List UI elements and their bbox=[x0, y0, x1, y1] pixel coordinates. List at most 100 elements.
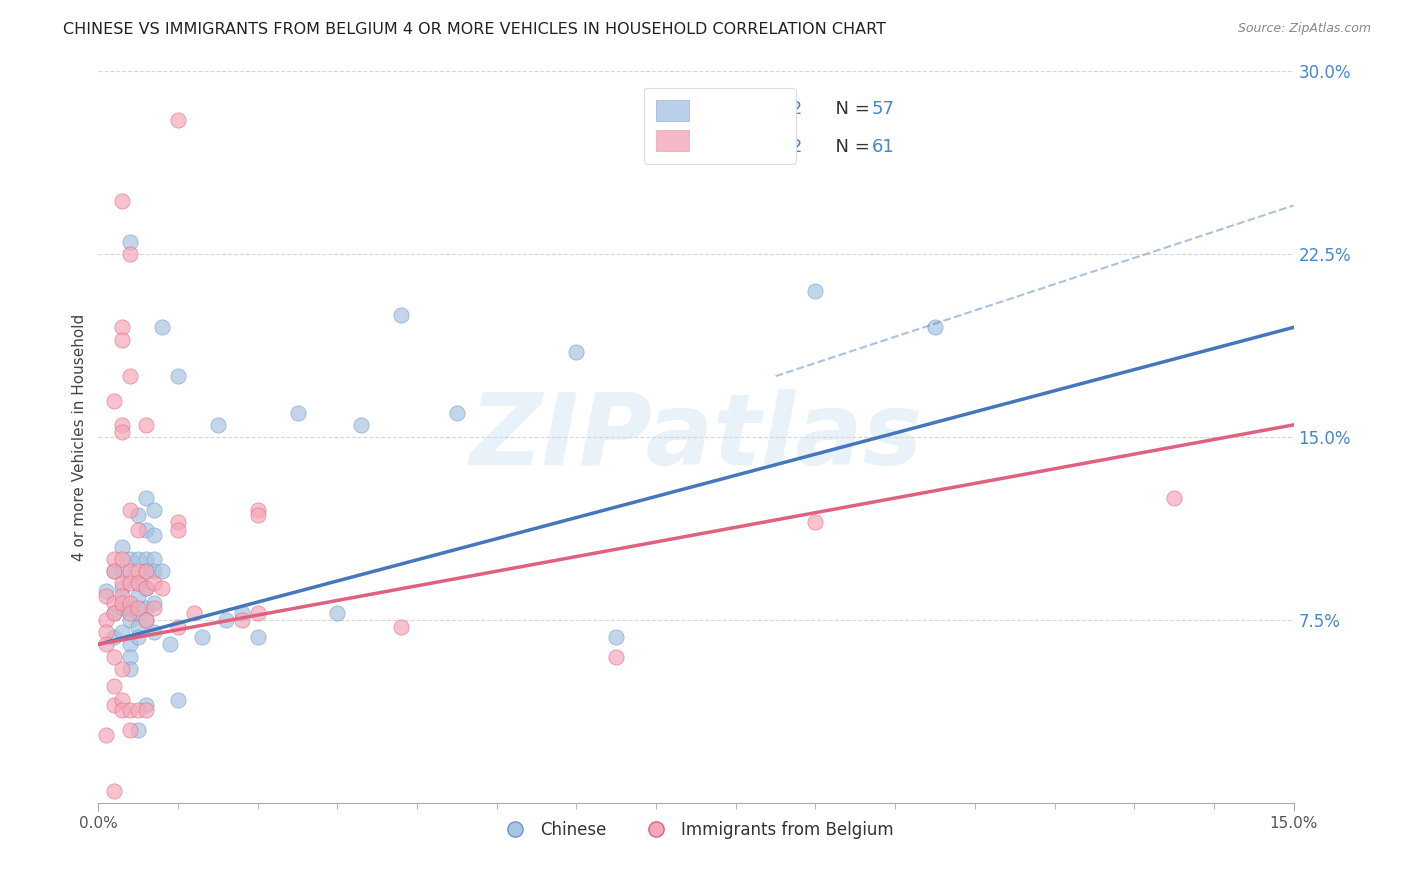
Point bbox=[446, 406, 468, 420]
Point bbox=[127, 523, 149, 537]
Point bbox=[150, 564, 173, 578]
Point bbox=[96, 583, 118, 598]
Point bbox=[143, 576, 166, 591]
Point bbox=[111, 333, 134, 347]
Point bbox=[135, 581, 157, 595]
Point bbox=[103, 679, 125, 693]
Point bbox=[103, 649, 125, 664]
Point bbox=[246, 503, 269, 517]
Point bbox=[135, 613, 157, 627]
Point bbox=[120, 369, 142, 384]
Point bbox=[120, 596, 142, 610]
Point bbox=[111, 693, 134, 707]
Text: N =: N = bbox=[824, 137, 876, 155]
Point bbox=[120, 662, 142, 676]
Point bbox=[120, 503, 142, 517]
Point bbox=[207, 417, 229, 432]
Point bbox=[103, 783, 125, 797]
Point bbox=[143, 596, 166, 610]
Point bbox=[111, 576, 134, 591]
Point bbox=[135, 703, 157, 717]
Point bbox=[246, 508, 269, 522]
Point bbox=[111, 625, 134, 640]
Point bbox=[326, 606, 349, 620]
Point bbox=[605, 630, 627, 644]
Point bbox=[135, 564, 157, 578]
Point bbox=[804, 516, 827, 530]
Point bbox=[246, 606, 269, 620]
Point bbox=[135, 523, 157, 537]
Text: R =: R = bbox=[686, 100, 725, 118]
Point bbox=[143, 600, 166, 615]
Point bbox=[167, 523, 190, 537]
Point bbox=[120, 723, 142, 737]
Point bbox=[127, 552, 149, 566]
Point bbox=[183, 606, 205, 620]
Point bbox=[103, 596, 125, 610]
Point bbox=[103, 606, 125, 620]
Point bbox=[231, 606, 253, 620]
Point bbox=[150, 581, 173, 595]
Point bbox=[350, 417, 373, 432]
Point bbox=[167, 113, 190, 128]
Point bbox=[159, 637, 181, 651]
Point bbox=[111, 540, 134, 554]
Point bbox=[191, 630, 214, 644]
Text: 61: 61 bbox=[872, 137, 894, 155]
Point bbox=[111, 320, 134, 334]
Point bbox=[127, 600, 149, 615]
Point bbox=[167, 693, 190, 707]
Point bbox=[135, 613, 157, 627]
Point bbox=[111, 581, 134, 595]
Point bbox=[1163, 491, 1185, 505]
Point bbox=[120, 564, 142, 578]
Point bbox=[111, 552, 134, 566]
Point bbox=[127, 564, 149, 578]
Point bbox=[143, 527, 166, 541]
Point bbox=[143, 625, 166, 640]
Point bbox=[143, 552, 166, 566]
Point bbox=[120, 576, 142, 591]
Point bbox=[96, 589, 118, 603]
Point bbox=[565, 344, 588, 359]
Point bbox=[103, 564, 125, 578]
Point bbox=[111, 425, 134, 440]
Text: 0.402: 0.402 bbox=[752, 100, 803, 118]
Point bbox=[103, 564, 125, 578]
Point bbox=[120, 613, 142, 627]
Point bbox=[111, 703, 134, 717]
Point bbox=[215, 613, 238, 627]
Point bbox=[287, 406, 309, 420]
Point bbox=[127, 703, 149, 717]
Point bbox=[127, 606, 149, 620]
Text: Source: ZipAtlas.com: Source: ZipAtlas.com bbox=[1237, 22, 1371, 36]
Text: 57: 57 bbox=[872, 100, 894, 118]
Point bbox=[120, 649, 142, 664]
Point bbox=[96, 613, 118, 627]
Point bbox=[103, 393, 125, 408]
Point bbox=[96, 637, 118, 651]
Point bbox=[103, 630, 125, 644]
Point bbox=[135, 564, 157, 578]
Point bbox=[804, 284, 827, 298]
Point bbox=[120, 552, 142, 566]
Point bbox=[111, 596, 134, 610]
Point bbox=[127, 576, 149, 591]
Point bbox=[167, 620, 190, 634]
Point bbox=[150, 320, 173, 334]
Point bbox=[135, 417, 157, 432]
Point bbox=[389, 308, 412, 322]
Point bbox=[120, 600, 142, 615]
Point bbox=[127, 508, 149, 522]
Point bbox=[127, 576, 149, 591]
Point bbox=[120, 235, 142, 249]
Point bbox=[120, 606, 142, 620]
Point bbox=[111, 417, 134, 432]
Point bbox=[167, 516, 190, 530]
Point bbox=[103, 606, 125, 620]
Point bbox=[103, 552, 125, 566]
Point bbox=[127, 723, 149, 737]
Text: N =: N = bbox=[824, 100, 876, 118]
Point bbox=[120, 703, 142, 717]
Point bbox=[127, 620, 149, 634]
